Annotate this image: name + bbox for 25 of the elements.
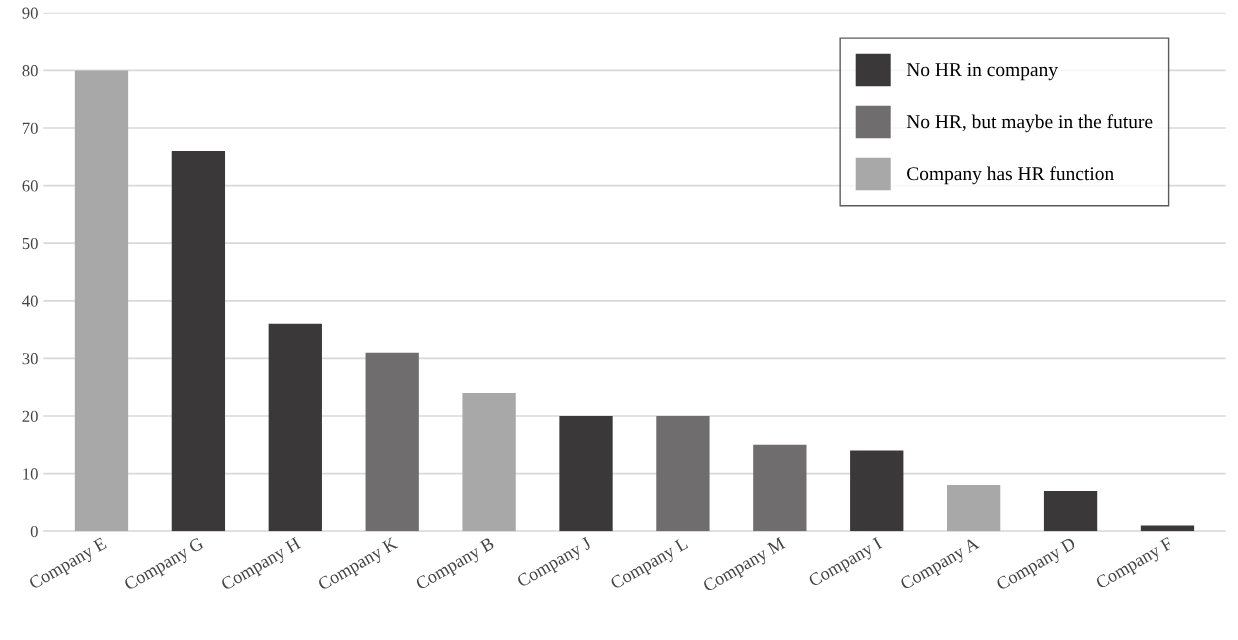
y-tick-label: 20	[22, 410, 38, 422]
y-tick-label: 50	[22, 237, 38, 250]
bar	[850, 450, 904, 532]
bar	[171, 151, 226, 532]
y-tick-label: 60	[22, 180, 38, 192]
legend-label: No HR, but maybe in the future	[906, 114, 1153, 133]
y-tick-label: 0	[30, 525, 38, 538]
bar	[559, 416, 613, 532]
legend-label: Company has HR function	[907, 166, 1114, 185]
bar	[462, 392, 516, 532]
legend-label: No HR in company	[906, 63, 1058, 81]
y-tick-label: 70	[22, 122, 38, 134]
bar	[365, 352, 419, 532]
bar	[74, 70, 129, 532]
y-tick-label: 30	[22, 353, 38, 365]
bar	[1043, 490, 1098, 532]
y-tick-label: 10	[23, 468, 38, 480]
y-tick-label: 40	[22, 295, 38, 307]
y-tick-label: 80	[22, 65, 38, 77]
bar	[753, 444, 807, 532]
bar	[656, 416, 710, 532]
y-tick-label: 90	[22, 7, 38, 19]
bar	[1140, 525, 1195, 532]
bar	[268, 323, 322, 532]
bar	[947, 485, 1001, 532]
